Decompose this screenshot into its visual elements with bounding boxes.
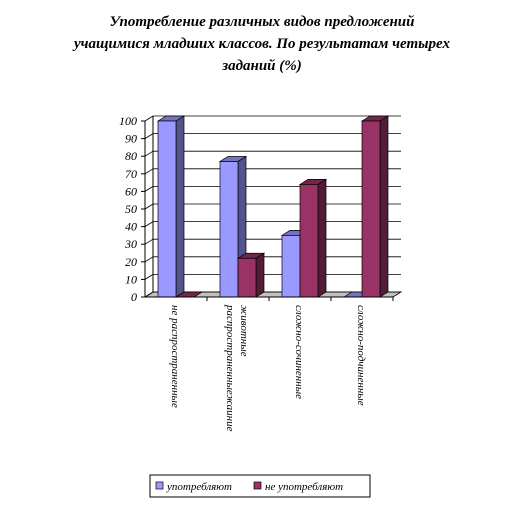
y-tick-label: 70	[125, 167, 137, 181]
bar-front	[237, 257, 257, 298]
legend-swatch	[155, 481, 164, 490]
x-tick-label: не распространенные	[169, 305, 181, 408]
grid-line	[144, 291, 154, 298]
bar-front	[299, 184, 319, 298]
legend-label: употребляют	[166, 481, 232, 493]
grid-line	[144, 186, 154, 192]
grid-line	[144, 168, 154, 175]
grid-line	[144, 115, 154, 122]
y-tick-label: 30	[124, 237, 137, 251]
chart-title: заданий (%)	[221, 58, 302, 74]
y-tick-label: 20	[125, 255, 137, 269]
bar-front	[157, 120, 177, 298]
bar	[236, 252, 266, 298]
x-tick-label: животные	[238, 305, 250, 357]
grid-line	[144, 256, 154, 263]
legend-label: не употребляют	[265, 481, 343, 493]
x-tick-label: сложно-подчиненные	[355, 305, 367, 406]
y-tick-label: 50	[125, 202, 137, 216]
bar-front	[361, 120, 381, 298]
y-tick-label: 0	[131, 290, 137, 304]
grid-line	[144, 133, 154, 139]
bar	[156, 115, 186, 298]
chart-title: Употребление различных видов предложений	[110, 14, 415, 30]
bar-front	[281, 235, 301, 298]
chart-title: учащимися младших классов. По результата…	[72, 36, 451, 52]
bar	[360, 115, 390, 298]
grid-line	[144, 150, 154, 157]
y-tick-label: 80	[125, 149, 137, 163]
x-tick-label: распространенныежаиние	[224, 304, 236, 432]
grid-line	[144, 221, 154, 227]
bar	[298, 178, 328, 298]
bar-side	[175, 115, 185, 298]
y-tick-label: 40	[125, 220, 137, 234]
y-tick-label: 60	[125, 184, 137, 198]
y-tick-label: 100	[119, 114, 137, 128]
y-tick-label: 10	[125, 272, 137, 286]
grid-line	[144, 203, 154, 210]
grid-line	[144, 274, 154, 280]
bar-side	[317, 178, 327, 298]
y-tick-label: 90	[125, 132, 137, 146]
bar-side	[379, 115, 389, 298]
grid-line	[144, 238, 154, 245]
legend-swatch	[253, 481, 262, 490]
bar-front	[219, 161, 239, 298]
bar-side	[255, 252, 265, 298]
x-tick-label: сложно-сочиненные	[293, 305, 305, 399]
